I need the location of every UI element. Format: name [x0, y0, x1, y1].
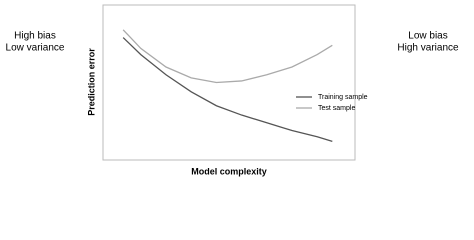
annotation: Low variance — [6, 43, 65, 54]
legend-label: Test sample — [318, 105, 355, 112]
line-series — [122, 29, 333, 84]
line-series — [122, 37, 333, 143]
annotation: Low bias — [408, 31, 447, 42]
legend-label: Training sample — [318, 94, 368, 101]
x-axis-label: Model complexity — [191, 166, 267, 176]
annotation: High variance — [397, 43, 459, 54]
y-axis-label: Prediction error — [86, 48, 96, 116]
chart: Model complexity Prediction error High b… — [6, 4, 459, 176]
plot-frame — [102, 4, 356, 161]
annotation: High bias — [14, 31, 56, 42]
